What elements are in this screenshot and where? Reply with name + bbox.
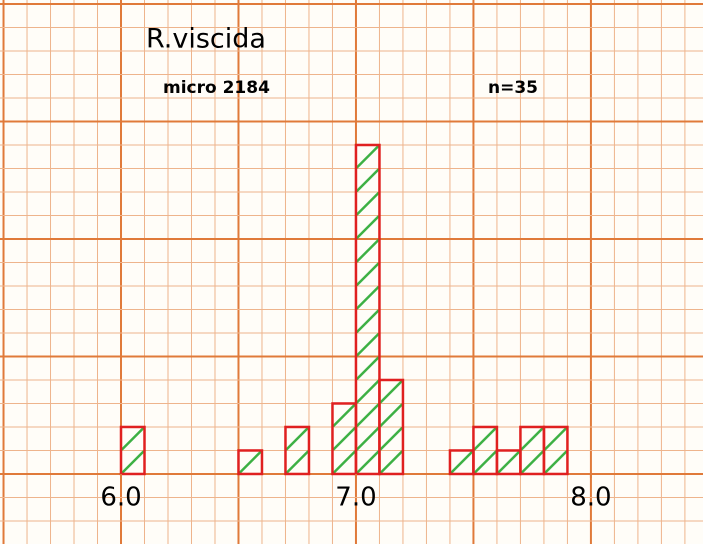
bar bbox=[284, 425, 311, 476]
bar bbox=[448, 449, 475, 476]
subtitle: micro 2184 bbox=[163, 78, 270, 98]
bar bbox=[354, 143, 381, 476]
bar bbox=[495, 449, 522, 476]
bar bbox=[542, 425, 569, 476]
x-tick-label: 8.0 bbox=[570, 482, 611, 512]
bar bbox=[237, 449, 264, 476]
x-tick-label: 6.0 bbox=[100, 482, 141, 512]
bars bbox=[119, 143, 569, 476]
chart-title: R.viscida bbox=[146, 24, 266, 55]
bar bbox=[519, 425, 546, 476]
annotation: n=35 bbox=[488, 78, 538, 98]
bar bbox=[331, 402, 358, 476]
bar bbox=[378, 378, 405, 476]
bar bbox=[119, 425, 146, 476]
x-tick-label: 7.0 bbox=[335, 482, 376, 512]
bar bbox=[472, 425, 499, 476]
